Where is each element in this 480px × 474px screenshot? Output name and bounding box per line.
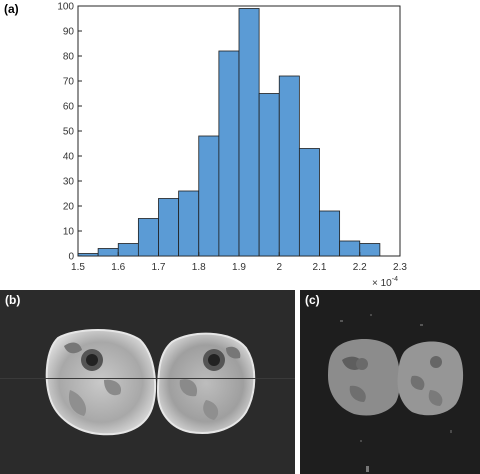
histogram-bar	[339, 240, 361, 257]
histogram-bar	[198, 135, 220, 257]
histogram-bar	[238, 8, 260, 257]
panel-b-label: (b)	[5, 293, 21, 307]
y-tick-label: 50	[63, 127, 75, 138]
y-tick-label: 90	[63, 27, 75, 38]
mri-image-c: (c)	[300, 290, 480, 474]
x-tick-label: 2.2	[353, 262, 367, 273]
x-tick-label: 1.8	[192, 262, 206, 273]
y-tick-label: 70	[63, 77, 75, 88]
mri-image-b: (b)	[0, 290, 295, 474]
histogram-bar	[298, 148, 320, 257]
histogram-bar	[258, 93, 280, 257]
histogram-bar	[278, 75, 300, 257]
y-tick-label: 10	[63, 227, 75, 238]
x-tick-label: 1.9	[232, 262, 246, 273]
x-tick-label: 2	[276, 262, 282, 273]
parametric-map-image	[300, 290, 480, 474]
histogram-bar	[178, 190, 200, 257]
panel-a-label: (a)	[4, 2, 19, 16]
x-tick-label: 2.1	[313, 262, 327, 273]
x-tick-label: 1.7	[152, 262, 166, 273]
y-tick-label: 30	[63, 177, 75, 188]
x-tick-label: 1.6	[111, 262, 125, 273]
x-tick-label: 2.3	[393, 262, 407, 273]
x-axis-multiplier-exponent: -4	[392, 276, 398, 283]
y-tick-label: 0	[68, 252, 74, 263]
histogram-bar	[97, 248, 119, 257]
x-axis-multiplier-base: × 10	[372, 278, 392, 288]
y-tick-label: 40	[63, 152, 75, 163]
histogram-bar	[218, 50, 240, 257]
thigh-cross-section-image	[0, 290, 295, 474]
y-tick-label: 20	[63, 202, 75, 213]
histogram-bar	[117, 243, 139, 257]
y-tick-label: 80	[63, 52, 75, 63]
y-tick-label: 60	[63, 102, 75, 113]
panel-c-label: (c)	[305, 293, 320, 307]
histogram-bar	[319, 210, 341, 257]
histogram-bar	[137, 218, 159, 257]
y-tick-label: 100	[57, 2, 74, 13]
histogram-bar	[158, 198, 180, 257]
histogram-chart: 1.5 1.6 1.7 1.8 1.9 2 2.1 2.2 2.3 0 10 20 30 40 50 60 70…	[57, 2, 407, 289]
histogram-panel: 1.5 1.6 1.7 1.8 1.9 2 2.1 2.2 2.3 0 10 20 30 40 50 60 70…	[4, 2, 407, 289]
histogram-bar	[359, 243, 381, 257]
x-axis-multiplier: × 10-4	[372, 276, 398, 288]
x-tick-label: 1.5	[71, 262, 85, 273]
